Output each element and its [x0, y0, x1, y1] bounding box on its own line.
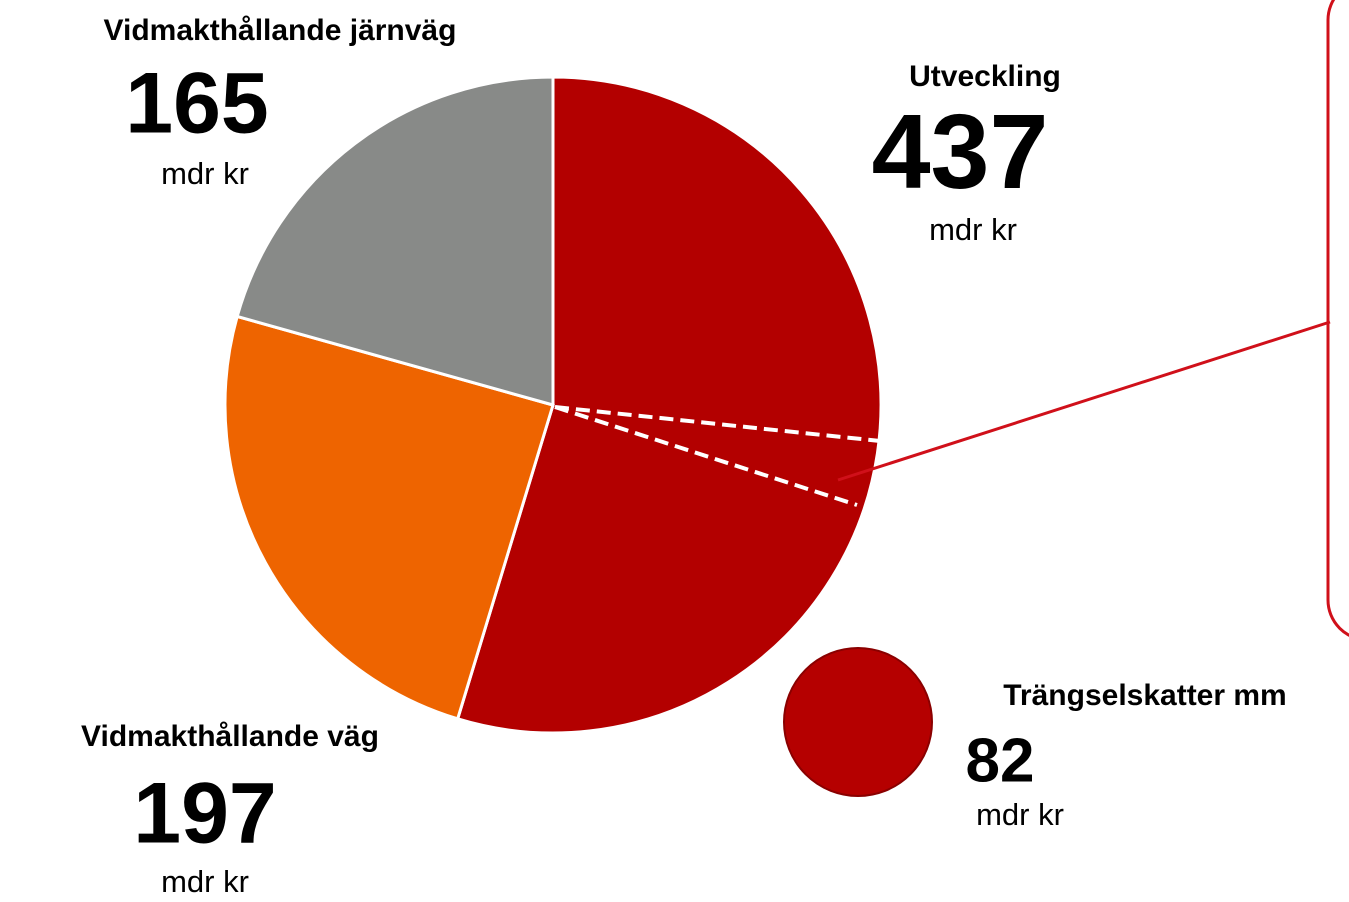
value-label: 165 [125, 56, 269, 152]
unit-label: mdr kr [976, 797, 1064, 832]
pie [223, 75, 883, 735]
unit-label: mdr kr [161, 156, 249, 191]
pie-slice [223, 314, 555, 721]
category-label: Vidmakthållande väg [81, 720, 379, 753]
category-label: Utveckling [909, 60, 1061, 93]
unit-label: mdr kr [161, 864, 249, 899]
pie-slice [235, 75, 555, 407]
value-label: 197 [133, 766, 277, 862]
extra-value: 82 [966, 726, 1035, 795]
extra-label: Trängselskatter mm [1003, 679, 1286, 712]
value-label: 437 [872, 93, 1049, 211]
dashed-divider [554, 405, 881, 443]
callout-line [837, 320, 1331, 482]
unit-label: mdr kr [929, 212, 1017, 247]
category-label: Vidmakthållande järnväg [104, 14, 457, 47]
dashed-divider [554, 405, 858, 507]
pie-slice [455, 75, 883, 735]
extra-bubble [783, 647, 933, 797]
callout-box [1326, 0, 1349, 637]
